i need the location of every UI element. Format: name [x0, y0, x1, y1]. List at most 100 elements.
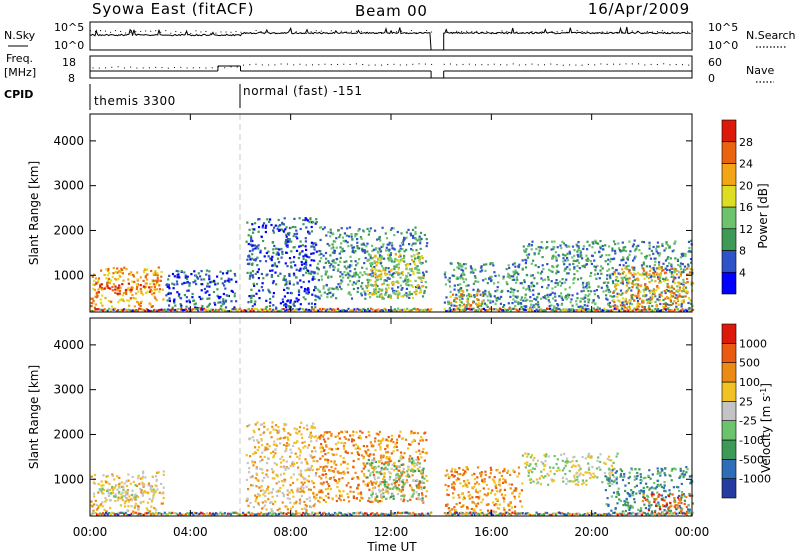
nave-dot: [468, 63, 470, 65]
range-cell: [318, 491, 321, 494]
range-cell: [457, 473, 460, 476]
range-cell: [662, 306, 665, 309]
range-cell: [385, 481, 388, 484]
range-cell: [602, 281, 606, 284]
range-cell: [496, 468, 499, 471]
range-cell: [216, 294, 219, 297]
range-cell: [346, 471, 349, 474]
range-cell: [669, 293, 673, 296]
range-cell: [682, 288, 685, 291]
range-cell: [571, 304, 574, 307]
range-cell: [566, 293, 569, 296]
range-cell: [121, 485, 124, 489]
search-noise-dot: [240, 31, 242, 33]
range-cell: [346, 227, 349, 230]
range-cell: [386, 468, 389, 471]
range-cell: [367, 458, 370, 462]
range-cell: [176, 283, 179, 286]
range-cell: [644, 285, 647, 288]
range-cell: [375, 247, 378, 250]
range-cell: [365, 267, 368, 270]
range-cell: [416, 265, 419, 268]
range-cell: [322, 468, 325, 471]
range-cell: [621, 301, 624, 304]
range-cell: [456, 477, 459, 480]
range-cell: [320, 294, 323, 297]
range-cell: [648, 265, 651, 268]
range-cell: [251, 253, 254, 256]
range-cell: [595, 467, 599, 470]
range-cell: [674, 257, 677, 260]
range-cell: [608, 268, 611, 271]
range-tick-label: 3000: [53, 179, 84, 193]
range-cell: [112, 283, 115, 286]
range-cell: [288, 238, 291, 241]
range-cell: [354, 443, 358, 446]
range-cell: [335, 257, 338, 261]
range-cell: [107, 280, 110, 283]
range-cell: [152, 491, 155, 494]
range-cell: [264, 495, 267, 498]
range-cell: [370, 269, 373, 272]
range-cell: [411, 463, 414, 466]
range-cell: [666, 257, 669, 260]
range-cell: [259, 433, 262, 436]
range-cell: [556, 283, 559, 287]
range-cell: [300, 263, 304, 266]
range-cell: [416, 257, 419, 260]
range-cell: [407, 263, 410, 266]
range-cell: [151, 310, 154, 313]
range-cell: [346, 451, 349, 454]
range-cell: [607, 281, 610, 284]
range-cell: [103, 308, 106, 311]
range-cell: [304, 458, 307, 461]
range-cell: [652, 271, 655, 274]
range-cell: [401, 270, 404, 274]
range-cell: [318, 307, 321, 311]
range-cell: [553, 246, 556, 249]
range-cell: [294, 264, 297, 267]
range-cell: [508, 508, 511, 511]
range-cell: [188, 299, 191, 302]
range-cell: [292, 444, 295, 447]
range-cell: [109, 506, 112, 510]
range-cell: [688, 250, 691, 253]
range-cell: [243, 309, 246, 312]
range-cell: [134, 496, 137, 499]
range-cell: [511, 491, 515, 494]
range-cell: [310, 230, 314, 233]
range-cell: [347, 235, 350, 238]
range-cell: [395, 479, 398, 482]
range-cell: [255, 485, 258, 488]
range-cell: [352, 476, 355, 479]
range-cell: [529, 290, 532, 293]
range-cell: [230, 300, 233, 303]
range-cell: [620, 306, 623, 309]
range-cell: [283, 217, 286, 220]
range-cell: [375, 264, 378, 267]
range-cell: [252, 506, 255, 509]
range-cell: [117, 278, 120, 281]
nave-dot: [475, 64, 476, 66]
range-cell: [510, 483, 514, 486]
range-cell: [127, 479, 130, 482]
range-cell: [536, 296, 539, 299]
range-cell: [190, 273, 193, 276]
range-cell: [305, 485, 308, 488]
range-cell: [680, 303, 683, 306]
range-cell: [417, 286, 420, 290]
range-cell: [249, 309, 252, 313]
range-cell: [668, 290, 672, 293]
range-cell: [540, 246, 543, 249]
range-cell: [512, 270, 515, 273]
range-cell: [503, 488, 506, 491]
search-noise-dot: [185, 32, 187, 34]
range-cell: [380, 257, 383, 260]
range-cell: [652, 266, 655, 270]
range-cell: [687, 308, 690, 311]
search-noise-dot: [305, 32, 307, 34]
range-cell: [672, 278, 675, 281]
range-cell: [346, 241, 349, 244]
range-cell: [527, 245, 530, 248]
range-cell: [379, 262, 382, 265]
